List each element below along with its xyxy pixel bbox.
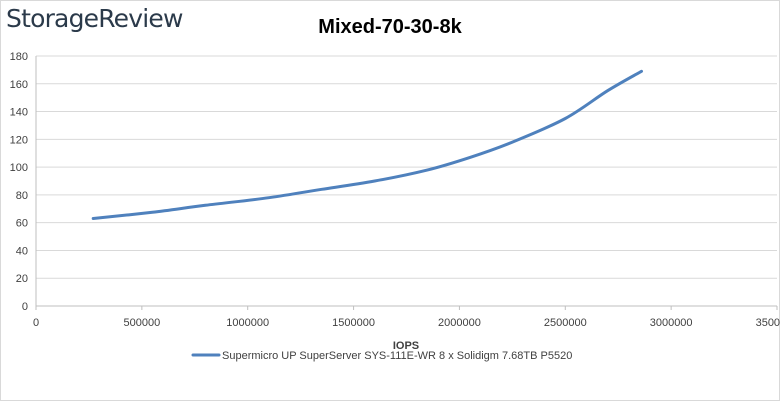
x-tick-label: 1500000: [332, 317, 375, 329]
x-tick-label: 2500000: [544, 317, 587, 329]
chart-title: Mixed-70-30-8k: [318, 16, 462, 38]
x-tick-label: 2000000: [438, 317, 481, 329]
y-tick-label: 80: [16, 190, 28, 202]
x-tick-label: 0: [33, 317, 39, 329]
y-tick-label: 60: [16, 218, 28, 230]
y-tick-label: 160: [10, 79, 28, 91]
y-tick-label: 180: [10, 51, 28, 63]
legend-label: Supermicro UP SuperServer SYS-111E-WR 8 …: [222, 350, 572, 362]
x-axis-title: IOPS: [393, 340, 419, 352]
y-tick-label: 40: [16, 245, 28, 257]
y-tick-label: 100: [10, 162, 28, 174]
series-line: [91, 69, 643, 220]
storagereview-logo: StorageReview: [6, 4, 183, 33]
y-tick-label: 120: [10, 134, 28, 146]
x-tick-label: 500000: [123, 317, 160, 329]
y-tick-label: 0: [22, 301, 28, 313]
x-tick-label: 1000000: [226, 317, 269, 329]
x-tick-label: 3500000: [756, 317, 780, 329]
legend: Supermicro UP SuperServer SYS-111E-WR 8 …: [191, 350, 572, 362]
x-tick-label: 3000000: [650, 317, 693, 329]
y-tick-label: 140: [10, 107, 28, 119]
y-tick-label: 20: [16, 273, 28, 285]
